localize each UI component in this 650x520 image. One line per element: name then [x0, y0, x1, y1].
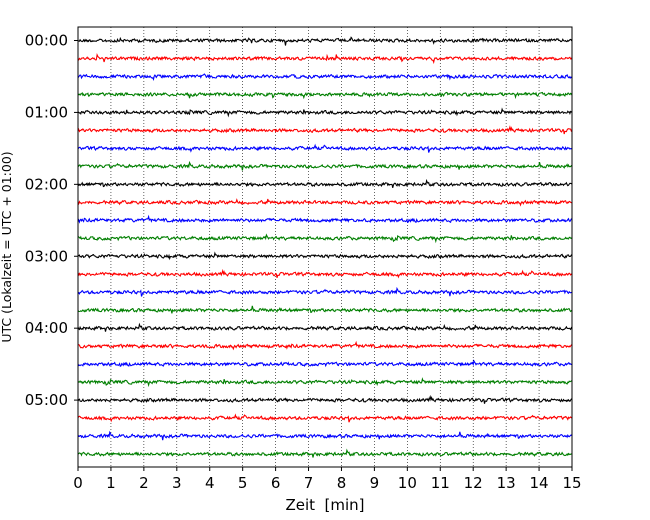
- trace-line: [77, 448, 573, 458]
- x-axis-ticks: 0 1 2 3 4 5 6 7 8 9 10 11 12 13 14 15: [73, 467, 582, 492]
- x-tick-label: 8: [337, 474, 347, 492]
- x-tick-label: 6: [271, 474, 281, 492]
- x-tick-label: 9: [370, 474, 380, 492]
- trace-line: [77, 305, 573, 314]
- seismic-traces: [77, 36, 573, 458]
- trace-line: [77, 53, 573, 65]
- trace-line: [77, 268, 573, 279]
- trace-line: [77, 377, 572, 388]
- x-tick-label: 11: [431, 474, 450, 492]
- trace-line: [77, 143, 573, 153]
- x-tick-label: 15: [562, 474, 581, 492]
- trace-line: [77, 359, 573, 368]
- x-tick-label: 2: [139, 474, 149, 492]
- trace-line: [77, 198, 573, 207]
- trace-line: [77, 430, 573, 441]
- x-tick-label: 5: [238, 474, 248, 492]
- y-axis-ticks: 00:00 01:00 02:00 03:00 04:00 05:00: [25, 32, 78, 409]
- x-tick-label: 12: [464, 474, 483, 492]
- trace-line: [77, 251, 573, 261]
- y-tick-label: 02:00: [25, 175, 68, 193]
- x-tick-label: 1: [106, 474, 116, 492]
- x-tick-label: 0: [73, 474, 83, 492]
- trace-line: [77, 125, 573, 135]
- trace-line: [77, 73, 573, 81]
- y-tick-label: 04:00: [25, 319, 68, 337]
- y-axis-label: UTC (Lokalzeit = UTC + 01:00): [0, 151, 14, 342]
- x-axis-label: Zeit [min]: [285, 496, 364, 514]
- x-tick-label: 13: [497, 474, 516, 492]
- x-tick-label: 4: [205, 474, 215, 492]
- trace-line: [77, 107, 573, 118]
- x-tick-label: 10: [398, 474, 417, 492]
- trace-line: [77, 178, 573, 188]
- trace-line: [77, 286, 573, 297]
- x-tick-label: 7: [304, 474, 314, 492]
- y-tick-label: 00:00: [25, 32, 68, 50]
- trace-line: [77, 91, 573, 100]
- trace-line: [77, 36, 573, 46]
- trace-line: [77, 160, 573, 171]
- trace-line: [77, 214, 573, 224]
- trace-line: [77, 322, 573, 332]
- y-tick-label: 03:00: [25, 247, 68, 265]
- y-tick-label: 05:00: [25, 391, 68, 409]
- trace-line: [77, 340, 573, 351]
- x-tick-label: 14: [530, 474, 549, 492]
- trace-line: [77, 394, 573, 404]
- trace-line: [77, 413, 573, 423]
- plot-frame: [77, 26, 573, 468]
- y-tick-label: 01:00: [25, 103, 68, 121]
- x-tick-label: 3: [172, 474, 182, 492]
- trace-line: [77, 233, 573, 244]
